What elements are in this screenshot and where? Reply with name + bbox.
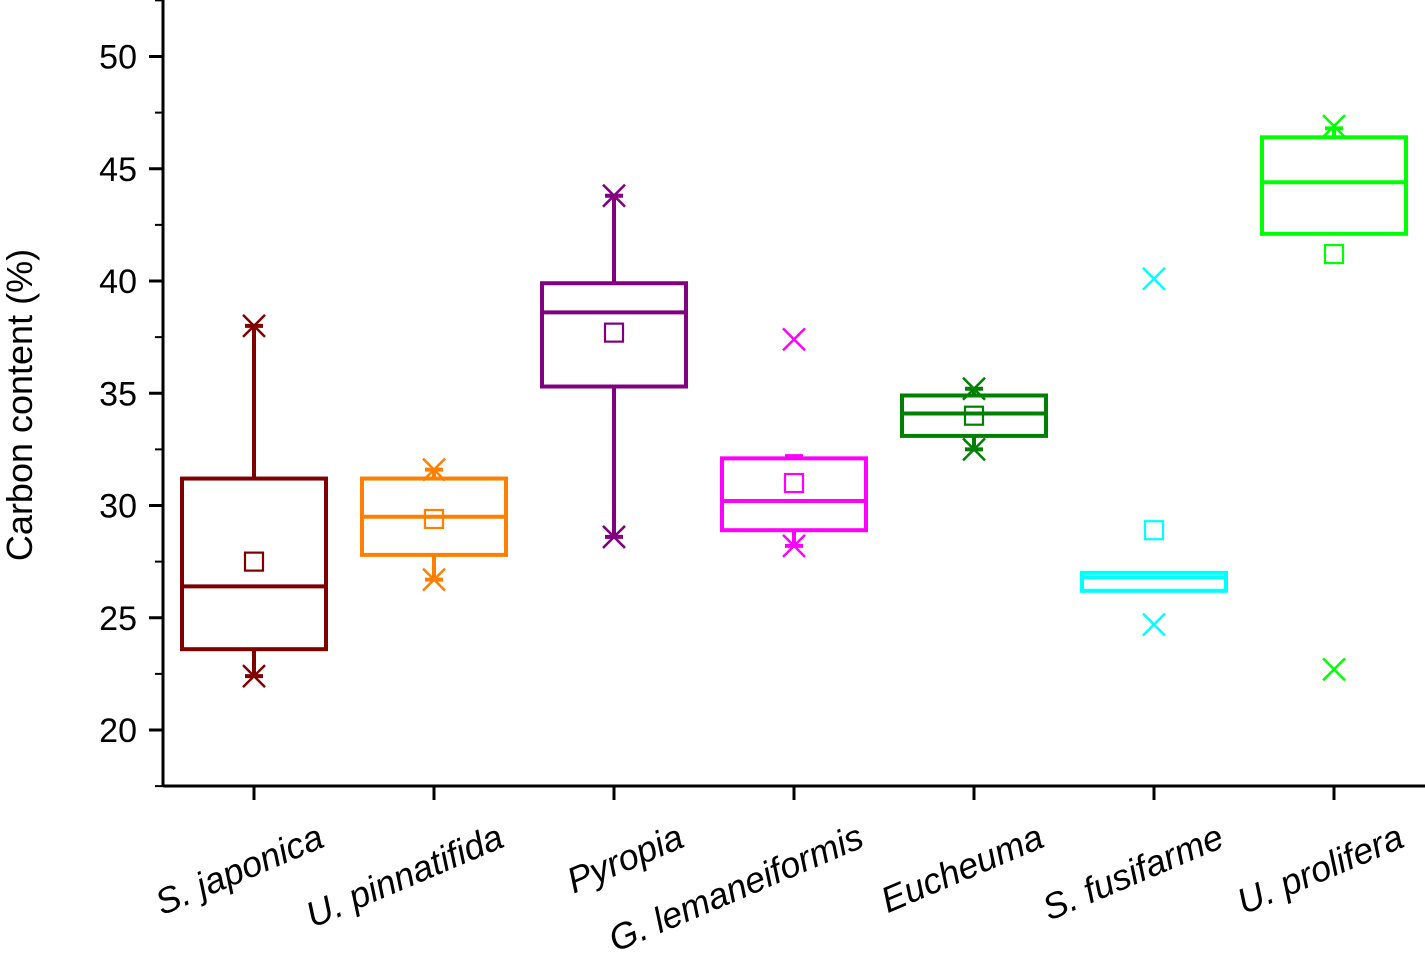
- boxes: [180, 114, 1408, 689]
- iqr-box: [900, 393, 1048, 438]
- iqr-box: [1260, 135, 1408, 236]
- extreme-marker: [782, 534, 806, 558]
- x-category-label: Pyropia: [561, 816, 689, 901]
- y-tick-label: 50: [99, 39, 137, 77]
- extreme-marker: [422, 567, 446, 592]
- iqr-box: [1080, 570, 1228, 593]
- y-tick-label: 45: [99, 151, 137, 189]
- extreme-marker: [782, 327, 806, 352]
- extreme-marker: [1142, 266, 1166, 291]
- y-ticks: 20 25 30 35 40 45 50: [99, 0, 163, 788]
- y-tick-label: 25: [99, 600, 137, 638]
- x-category-label: S. fusifarme: [1036, 816, 1229, 929]
- extreme-marker: [422, 457, 446, 482]
- extreme-marker: [1322, 114, 1346, 138]
- iqr-box: [720, 456, 868, 533]
- x-category-label: S. japonica: [149, 816, 329, 923]
- box-s-fusifarme: [1080, 266, 1228, 637]
- iqr-box: [180, 476, 328, 652]
- mean-marker: [243, 551, 265, 572]
- axes: [161, 0, 1425, 788]
- box-u-pinnatifida: [360, 457, 508, 592]
- mean-marker: [1143, 520, 1165, 541]
- extreme-marker: [242, 314, 266, 338]
- mean-marker: [603, 322, 625, 343]
- iqr-box: [540, 281, 688, 389]
- box-u-prolifera: [1260, 114, 1408, 682]
- y-tick-label: 30: [99, 488, 137, 526]
- box-eucheuma: [900, 376, 1048, 462]
- extreme-marker: [962, 437, 986, 462]
- extreme-marker: [242, 664, 266, 689]
- box-s-japonica: [180, 314, 328, 689]
- mean-marker: [423, 508, 445, 530]
- extreme-marker: [1322, 657, 1346, 682]
- x-category-label: Eucheuma: [875, 816, 1049, 921]
- mean-marker: [783, 472, 805, 494]
- y-tick-label: 35: [99, 375, 137, 413]
- box-g-lemaneiformis: [720, 327, 868, 558]
- extreme-marker: [1142, 612, 1166, 637]
- x-category-label: U. prolifera: [1231, 816, 1409, 923]
- y-axis-title: Carbon content (%): [0, 249, 40, 561]
- extreme-marker: [602, 183, 626, 208]
- y-tick-label: 20: [99, 712, 137, 750]
- mean-marker: [963, 405, 985, 426]
- box-pyropia: [540, 183, 688, 549]
- y-tick-label: 40: [99, 263, 137, 301]
- x-category-label: U. pinnatifida: [300, 816, 509, 936]
- mean-marker: [1323, 243, 1345, 265]
- extreme-marker: [962, 376, 986, 401]
- extreme-marker: [602, 525, 626, 549]
